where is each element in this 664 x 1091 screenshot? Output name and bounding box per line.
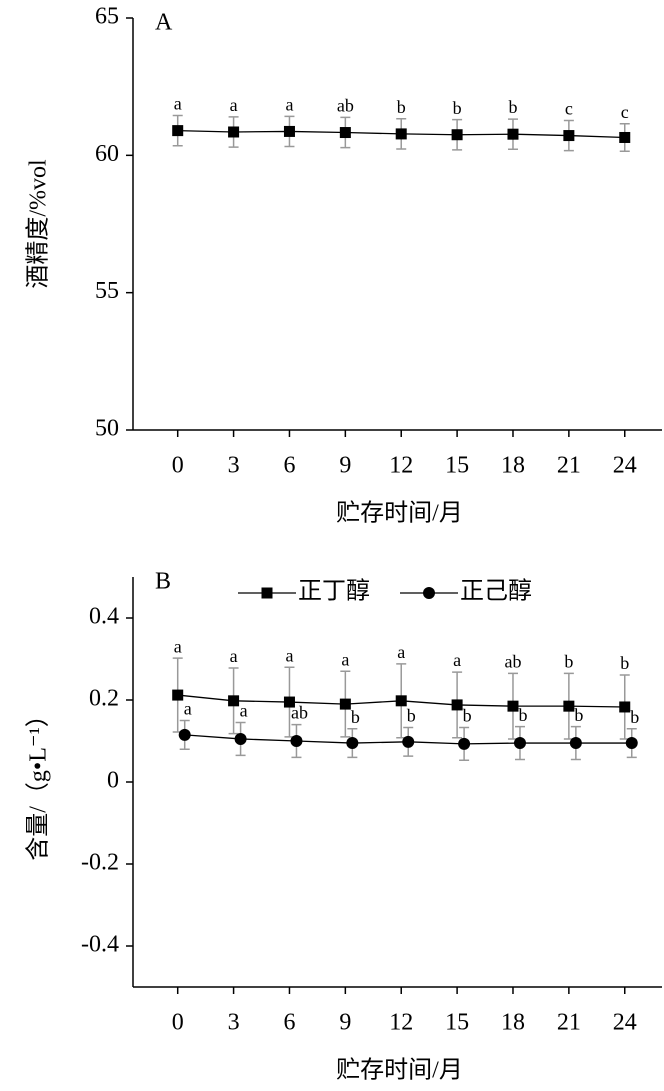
legend-marker [423,587,435,599]
data-point [346,737,359,750]
significance-label: b [453,98,462,118]
significance-label: a [341,649,349,669]
y-tick-label: 0 [107,768,119,794]
x-tick-label: 21 [557,1010,581,1036]
data-point [283,696,295,708]
data-point [395,695,407,707]
x-axis-label: 贮存时间/月 [336,1057,463,1084]
x-tick-label: 12 [389,453,413,479]
significance-label: a [397,642,405,662]
y-tick-label: 55 [95,278,119,304]
data-point [178,728,191,741]
data-point [290,735,303,747]
x-tick-label: 3 [228,453,240,479]
data-point [339,698,351,710]
significance-label: b [407,706,416,726]
significance-label: b [518,705,527,725]
data-point [563,700,575,712]
significance-label: b [620,653,629,673]
y-axis-label: 含量/（g•L⁻¹） [25,703,52,861]
y-tick-label: -0.4 [81,932,119,958]
panel-label: B [155,569,171,595]
data-point [451,129,463,141]
data-point [228,126,240,138]
data-point [569,737,582,750]
significance-label: c [621,102,629,122]
y-tick-label: 0.4 [89,604,119,630]
x-tick-label: 18 [501,1010,525,1036]
x-tick-label: 6 [283,1010,295,1036]
significance-label: ab [291,703,308,723]
y-tick-label: 65 [95,4,119,30]
data-point [507,700,519,712]
significance-label: a [285,645,293,665]
x-tick-label: 15 [445,453,469,479]
data-point [513,737,526,750]
y-tick-label: 60 [95,141,119,167]
data-point [172,125,184,137]
data-point [339,127,351,139]
data-point [395,128,407,140]
x-tick-label: 0 [172,1010,184,1036]
significance-label: ab [337,96,354,116]
significance-label: c [565,99,573,119]
significance-label: a [240,701,248,721]
x-tick-label: 12 [389,1010,413,1036]
y-axis-label: 酒精度/%vol [25,159,52,289]
significance-label: b [564,651,573,671]
x-axis-label: 贮存时间/月 [336,500,463,527]
data-point [234,732,247,745]
significance-label: b [463,706,472,726]
legend-label: 正己醇 [460,578,532,605]
significance-label: a [453,650,461,670]
significance-label: a [230,95,238,115]
data-point [563,130,575,142]
panel-label: A [155,10,173,36]
x-tick-label: 9 [339,453,351,479]
significance-label: b [397,97,406,117]
significance-label: a [230,646,238,666]
data-point [619,131,631,143]
significance-label: ab [504,651,521,671]
y-tick-label: 50 [95,416,119,442]
significance-label: b [351,707,360,727]
data-point [458,737,471,750]
x-tick-label: 18 [501,453,525,479]
data-point [619,701,631,713]
data-point [283,125,295,137]
data-point [625,737,638,750]
x-tick-label: 24 [613,453,637,479]
significance-label: b [574,705,583,725]
significance-label: a [174,94,182,114]
x-tick-label: 21 [557,453,581,479]
data-point [228,695,240,707]
significance-label: b [630,707,639,727]
legend-marker [261,587,273,599]
data-point [172,689,184,701]
significance-label: a [285,94,293,114]
data-point [402,735,415,748]
legend-label: 正丁醇 [298,578,370,605]
x-tick-label: 24 [613,1010,637,1036]
significance-label: a [174,636,182,656]
x-tick-label: 3 [228,1010,240,1036]
significance-label: a [184,699,192,719]
x-tick-label: 9 [339,1010,351,1036]
x-tick-label: 0 [172,453,184,479]
y-tick-label: -0.2 [81,850,119,876]
x-tick-label: 15 [445,1010,469,1036]
significance-label: b [508,97,517,117]
y-tick-label: 0.2 [89,686,119,712]
x-tick-label: 6 [283,453,295,479]
data-point [451,699,463,711]
data-point [507,128,519,140]
